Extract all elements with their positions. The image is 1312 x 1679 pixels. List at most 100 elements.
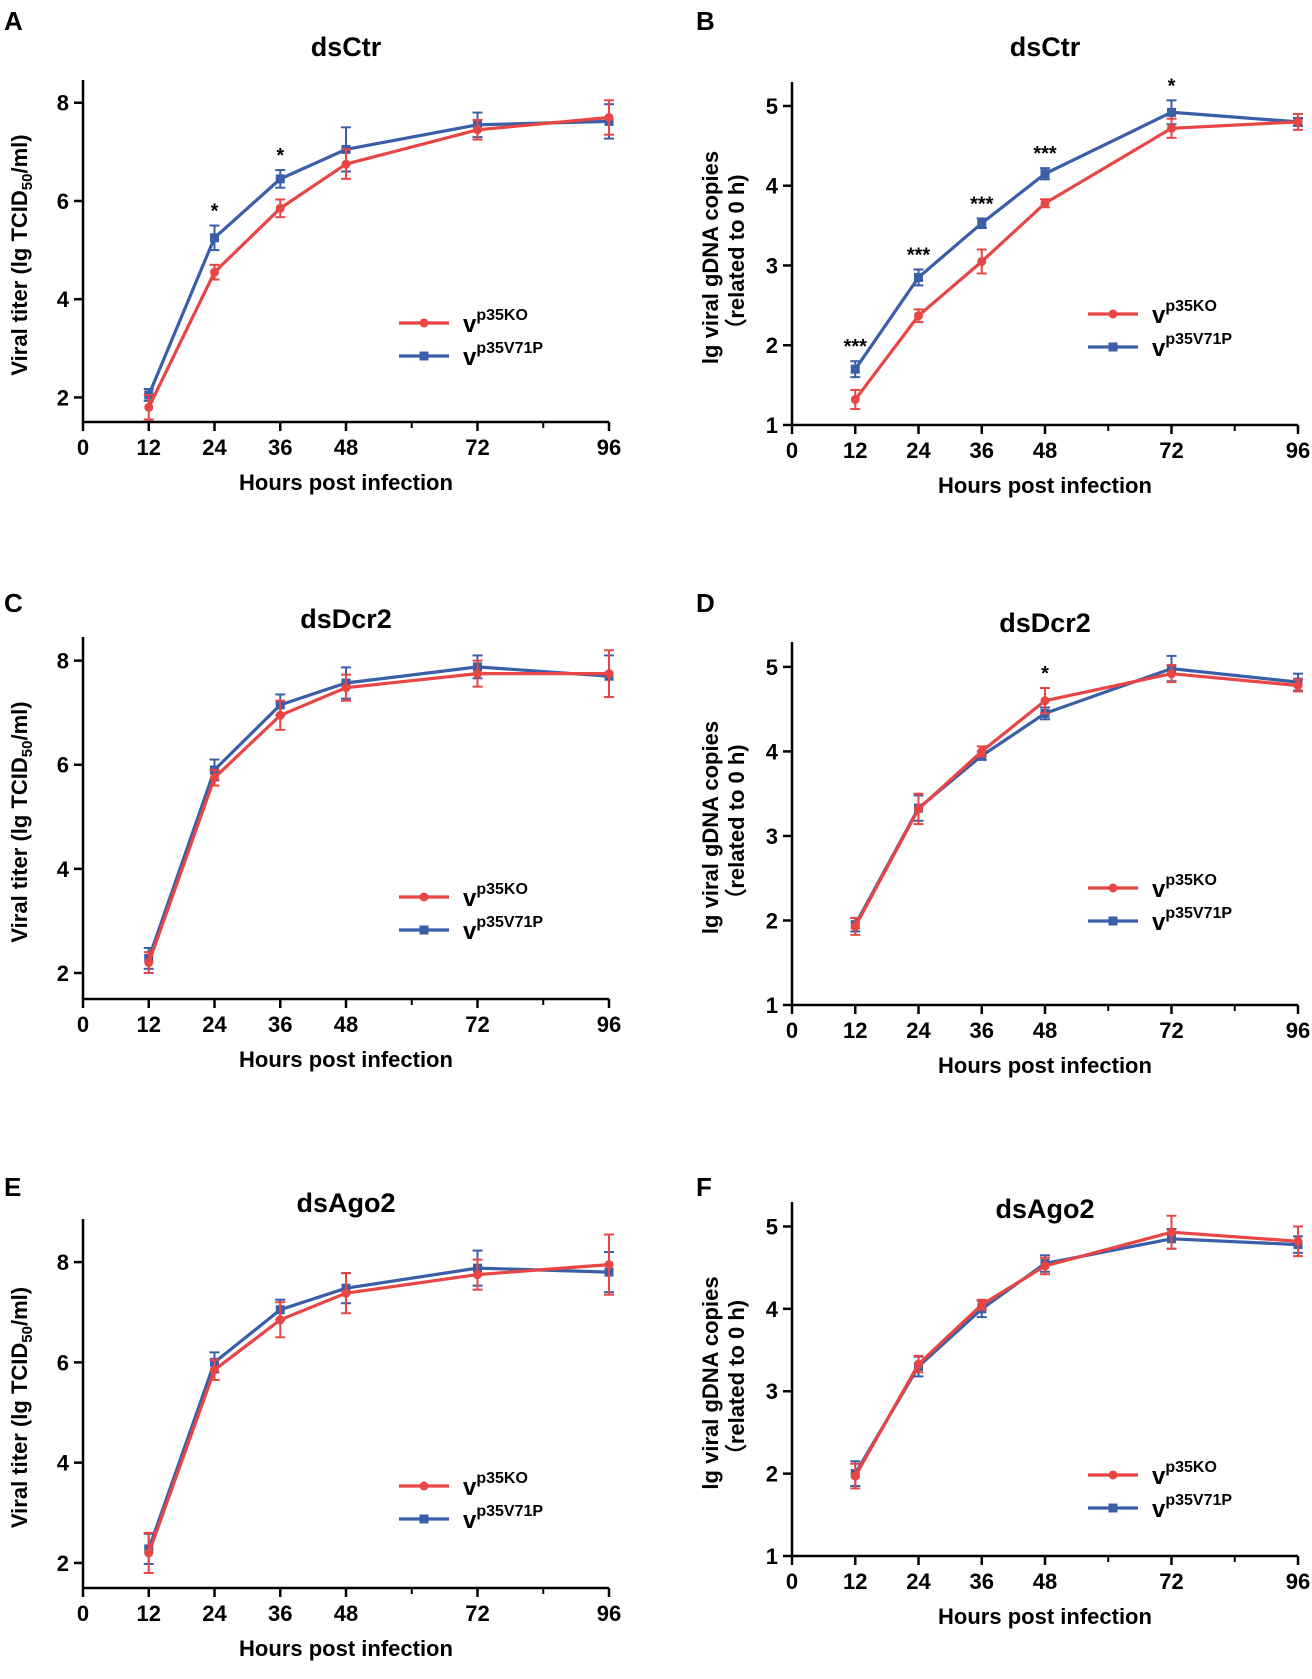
legend-label-base: v [1152,1496,1166,1523]
series-vp35V71P [143,654,614,970]
x-tick-label: 0 [77,1012,89,1037]
data-point [850,1471,860,1481]
y-tick-label: 1 [766,413,778,438]
legend-label: vp35KO [463,881,528,912]
series-vp35KO [143,649,614,974]
y-tick-label: 6 [57,753,69,778]
legend-item-vp35KO: vp35KO [1088,872,1217,903]
y-tick-label: 3 [766,253,778,278]
x-axis-label: Hours post infection [938,473,1152,498]
x-tick-label: 96 [1286,1569,1310,1594]
legend-label-base: v [1152,335,1166,362]
panel-label: F [696,1172,712,1202]
significance-mark: * [276,145,284,167]
legend-label-sup: p35KO [476,1470,528,1487]
legend-label: vp35KO [1152,872,1217,903]
data-point [1293,681,1303,690]
y-tick-label: 1 [766,993,778,1018]
data-point [977,256,987,266]
legend-marker [1108,916,1118,926]
data-point [341,1288,351,1298]
legend-marker [419,892,429,902]
x-tick-label: 72 [1159,1018,1183,1043]
data-point [604,112,614,122]
y-tick-label: 5 [766,94,778,119]
x-tick-label: 24 [906,1018,931,1043]
legend-label-base: v [1152,1463,1166,1490]
panel-label: B [696,6,715,36]
series-line [147,1263,610,1554]
data-point [604,669,614,679]
y-tick-label: 4 [57,1451,70,1476]
data-point [144,1548,154,1558]
x-tick-label: 24 [202,435,227,460]
y-tick-label: 2 [766,1462,778,1487]
legend-item-vp35KO: vp35KO [1088,298,1217,329]
y-axis-label-line2: （related to 0 h) [724,744,749,910]
data-point [850,364,860,374]
legend-label-sup: p35V71P [476,340,543,357]
legend-marker [419,351,429,361]
legend-item-vp35V71P: vp35V71P [1088,331,1232,362]
data-point [977,218,987,228]
data-point [977,1300,987,1310]
significance-mark: *** [907,244,931,266]
legend-label-sup: p35KO [476,307,528,324]
y-tick-label: 2 [57,1551,69,1576]
data-point [977,746,987,756]
panel-label: E [4,1172,21,1202]
chart-title: dsCtr [1010,32,1081,62]
y-axis-label: Viral titer (lg TCID50/ml) [7,1287,36,1528]
data-point [341,159,351,169]
y-axis-label-pre: Viral titer (lg TCID [7,1343,32,1528]
x-tick-label: 36 [970,438,994,463]
x-tick-label: 48 [334,1601,358,1626]
x-tick-label: 12 [843,1018,867,1043]
x-axis-label: Hours post infection [239,1047,453,1072]
x-tick-label: 48 [1033,1018,1057,1043]
y-axis-label-post: /ml) [7,701,32,740]
y-tick-label: 4 [57,287,70,312]
legend-label: vp35V71P [463,1503,543,1534]
legend-marker [1108,309,1118,319]
data-point [210,773,219,783]
y-tick-label: 3 [766,1379,778,1404]
series-line [147,1266,610,1550]
legend-marker [419,1481,429,1491]
x-tick-label: 96 [1286,438,1310,463]
series-vp35V71P [850,99,1303,379]
x-tick-label: 36 [970,1018,994,1043]
series-vp35KO [850,112,1303,411]
x-tick-label: 36 [268,1012,292,1037]
legend-label-sup: p35KO [1165,872,1217,889]
x-tick-label: 72 [465,435,489,460]
y-axis-label-pre: Viral titer (lg TCID [7,757,32,942]
data-point [210,267,219,277]
y-axis-label: Viral titer (lg TCID50/ml) [7,701,36,942]
x-tick-label: 96 [597,1601,621,1626]
series-line [853,1230,1299,1477]
legend-label-base: v [463,1507,477,1534]
y-axis-label-line1: lg viral gDNA copies [698,151,723,364]
significance-mark: *** [844,336,868,358]
y-axis-label-sub: 50 [19,741,36,758]
x-tick-label: 48 [334,435,358,460]
data-point [144,958,154,968]
data-point [210,233,219,243]
series-line [147,115,610,408]
legend-item-vp35V71P: vp35V71P [399,340,543,371]
data-point [1167,669,1176,679]
legend-label-sup: p35V71P [1165,331,1232,348]
y-tick-label: 1 [766,1544,778,1569]
data-point [1040,1261,1050,1271]
data-point [275,710,285,720]
x-tick-label: 72 [1159,438,1183,463]
legend-label-base: v [463,918,477,945]
legend-item-vp35KO: vp35KO [399,1470,528,1501]
y-tick-label: 8 [57,1250,69,1275]
x-tick-label: 36 [268,1601,292,1626]
x-tick-label: 48 [334,1012,358,1037]
